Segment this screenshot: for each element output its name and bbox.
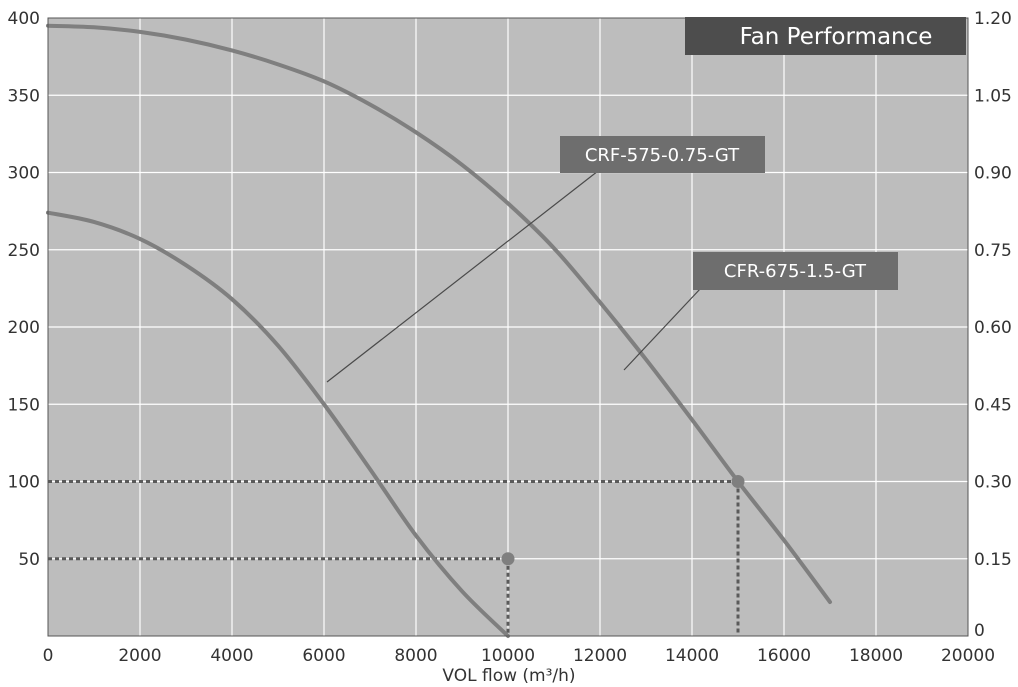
- series-line-cfr-675-1.5-gt: [46, 23, 832, 605]
- x-tick-label: 20000: [941, 646, 995, 666]
- x-tick-label: 0: [43, 646, 54, 666]
- x-axis-label: VOL flow (m³/h): [442, 666, 575, 686]
- callout-crf-575: CRF-575-0.75-GT: [560, 136, 765, 173]
- y-tick-label: 300: [8, 164, 40, 184]
- y-right-tick-label: 0.90: [974, 164, 1012, 184]
- operating-point: [731, 475, 745, 488]
- x-tick-label: 4000: [210, 646, 253, 666]
- y-tick-label: 200: [8, 318, 40, 338]
- callout-leader-crf-575: [326, 170, 599, 383]
- callout-box: [693, 252, 898, 290]
- y-tick-label: 400: [8, 9, 40, 29]
- tick-labels: 0 2000 4000 6000 8000 10000 12000 14000 16000 180…: [8, 9, 1012, 666]
- y-right-tick-label: 0.15: [974, 550, 1012, 570]
- series-layer: [46, 23, 832, 638]
- y-right-tick-label: 0: [974, 621, 985, 641]
- x-tick-label: 10000: [481, 646, 535, 666]
- x-tick-label: 8000: [394, 646, 437, 666]
- operating-point: [501, 552, 515, 566]
- x-tick-label: 16000: [757, 646, 811, 666]
- title-background: [685, 17, 966, 55]
- callout-cfr-675: CFR-675-1.5-GT: [693, 252, 898, 290]
- series-label-cfr-675: CFR-675-1.5-GT: [724, 261, 867, 282]
- y-tick-label: 150: [8, 395, 40, 415]
- operating-points: [501, 475, 745, 566]
- plot-frame: [47, 17, 969, 637]
- callout-box: [560, 136, 765, 173]
- callout-leader-cfr-675: [623, 287, 702, 371]
- series-label-crf-575: CRF-575-0.75-GT: [585, 145, 740, 166]
- y-right-tick-label: 0.60: [974, 318, 1012, 338]
- callout-leaders: [326, 170, 702, 383]
- x-tick-label: 14000: [665, 646, 719, 666]
- y-right-tick-label: 0.75: [974, 241, 1012, 261]
- y-right-tick-label: 1.20: [974, 9, 1012, 29]
- x-tick-label: 6000: [302, 646, 345, 666]
- y-tick-label: 50: [18, 550, 40, 570]
- title-box: Fan Performance: [685, 17, 966, 55]
- y-right-tick-label: 1.05: [974, 86, 1012, 106]
- chart-title: Fan Performance: [740, 24, 933, 50]
- x-tick-label: 2000: [118, 646, 161, 666]
- y-tick-label: 100: [8, 473, 40, 493]
- operating-point-guides: [48, 480, 740, 636]
- x-tick-label: 18000: [849, 646, 903, 666]
- plot-border: [47, 17, 969, 637]
- y-tick-label: 350: [8, 86, 40, 106]
- y-right-tick-label: 0.45: [974, 395, 1012, 415]
- series-line-crf-575-0.75-gt: [46, 210, 510, 638]
- x-tick-label: 12000: [573, 646, 627, 666]
- y-right-tick-label: 0.30: [974, 473, 1012, 493]
- y-tick-label: 250: [8, 241, 40, 261]
